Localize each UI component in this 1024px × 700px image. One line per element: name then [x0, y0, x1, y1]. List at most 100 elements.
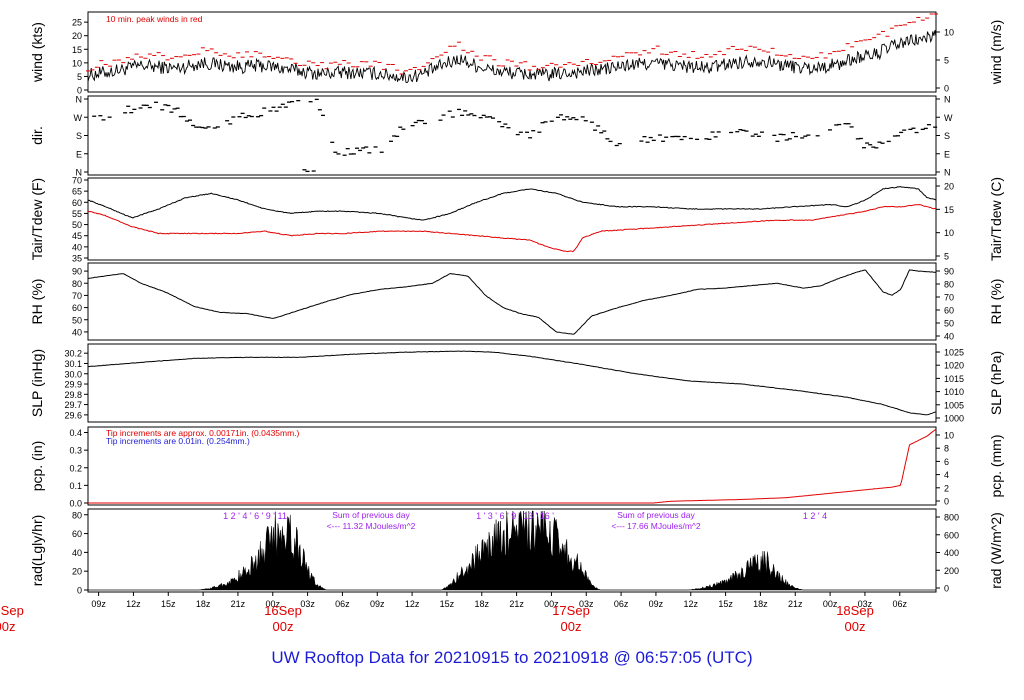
ytick-label-right: 10	[944, 431, 954, 441]
xtick-label: 00z	[544, 599, 559, 609]
ylabel-right: wind (m/s)	[988, 20, 1004, 86]
series-line	[87, 269, 937, 335]
ytick-label-right: 5	[944, 56, 949, 66]
ytick-label-left: 25	[72, 18, 82, 28]
ytick-label-right: N	[944, 168, 951, 178]
ylabel-right: Tair/Tdew (C)	[988, 177, 1004, 261]
ytick-label-left: 45	[72, 231, 82, 241]
ytick-label-right: 600	[944, 530, 959, 540]
ytick-label-right: 800	[944, 513, 959, 523]
xtick-label: 06z	[614, 599, 629, 609]
xtick-label: 06z	[335, 599, 350, 609]
ytick-label-left: 40	[72, 242, 82, 252]
ytick-label-left: 70	[72, 291, 82, 301]
series-line	[87, 350, 937, 416]
ytick-label-right: 80	[944, 280, 954, 290]
hour-marks: 1 2 ' 4 ' 6 ' 9 ' 11	[223, 511, 287, 521]
ytick-label-right: 0	[944, 584, 949, 594]
ytick-label-right: W	[944, 113, 953, 123]
ytick-label-left: 40	[72, 548, 82, 558]
ytick-label-left: 0.0	[69, 499, 82, 509]
ytick-label-left: 50	[72, 220, 82, 230]
ytick-label-left: 5	[77, 72, 82, 82]
ytick-label-left: 30.2	[64, 349, 82, 359]
series-line	[87, 204, 937, 253]
xtick-label: 15z	[161, 599, 176, 609]
ylabel-left: RH (%)	[29, 279, 45, 325]
xtick-label: 12z	[684, 599, 699, 609]
ytick-label-left: 15	[72, 45, 82, 55]
ytick-label-right: 20	[944, 182, 954, 192]
xtick-label: 18z	[196, 599, 211, 609]
ytick-label-left: 60	[72, 303, 82, 313]
xtick-label: 12z	[126, 599, 141, 609]
ytick-label-right: S	[944, 131, 950, 141]
xtick-label: 00z	[823, 599, 838, 609]
panel-frame	[87, 262, 937, 341]
ytick-label-right: 10	[944, 228, 954, 238]
ytick-label-left: 0.1	[69, 481, 82, 491]
day-time-label: 00z	[273, 619, 294, 634]
ytick-label-right: 0	[944, 84, 949, 94]
panel-frame	[87, 426, 937, 506]
ytick-label-right: 5	[944, 252, 949, 262]
day-time-label: 00z	[845, 619, 866, 634]
ytick-label-left: 35	[72, 254, 82, 264]
series-line	[87, 30, 937, 84]
ytick-label-right: 10	[944, 28, 954, 38]
ytick-label-right: N	[944, 95, 951, 105]
ytick-label-left: 80	[72, 279, 82, 289]
ylabel-left: pcp. (in)	[29, 441, 45, 492]
ytick-label-left: 10	[72, 58, 82, 68]
ytick-label-left: E	[76, 149, 82, 159]
ytick-label-right: 0	[944, 497, 949, 507]
radiation-area	[88, 510, 936, 591]
ylabel-right: RH (%)	[988, 279, 1004, 325]
day-label: 18Sep	[836, 603, 874, 618]
xtick-label: 03z	[858, 599, 873, 609]
day-time-label-edge: 00z	[0, 619, 15, 634]
xtick-label: 15z	[718, 599, 733, 609]
ytick-label-right: 1005	[944, 400, 964, 410]
annotation: 10 min. peak winds in red	[106, 14, 203, 24]
ytick-label-right: 1010	[944, 387, 964, 397]
ytick-label-left: 0	[77, 86, 82, 96]
ytick-label-right: E	[944, 149, 950, 159]
daily-sum-title: Sum of previous day	[617, 510, 695, 520]
ytick-label-left: 29.9	[64, 380, 82, 390]
ytick-label-left: 20	[72, 567, 82, 577]
ytick-label-right: 1000	[944, 414, 964, 424]
ylabel-right: rad (W/m^2)	[988, 512, 1004, 589]
ytick-label-left: 80	[72, 510, 82, 520]
hour-marks: 1 2 ' 4	[803, 511, 827, 521]
ytick-label-left: S	[76, 131, 82, 141]
ytick-label-right: 1015	[944, 374, 964, 384]
ytick-label-right: 2	[944, 483, 949, 493]
ytick-label-left: 30.0	[64, 369, 82, 379]
xtick-label: 03z	[300, 599, 315, 609]
panel-frame	[87, 508, 937, 593]
ylabel-right: pcp. (mm)	[988, 435, 1004, 498]
day-label: 17Sep	[552, 603, 590, 618]
ytick-label-left: 40	[72, 327, 82, 337]
xtick-label: 21z	[231, 599, 246, 609]
ylabel-right: SLP (hPa)	[988, 351, 1004, 415]
ytick-label-right: 8	[944, 444, 949, 454]
xtick-label: 09z	[649, 599, 664, 609]
annotation-blue: Tip increments are 0.01in. (0.254mm.)	[106, 436, 250, 446]
panel-frame	[87, 343, 937, 423]
daily-sum-value: <--- 17.66 MJoules/m^2	[611, 521, 701, 531]
xtick-label: 12z	[405, 599, 420, 609]
ytick-label-left: 0.4	[69, 428, 82, 438]
ytick-label-left: 30.1	[64, 359, 82, 369]
ytick-label-left: 50	[72, 315, 82, 325]
ytick-label-left: 0	[77, 586, 82, 596]
annotation-red: Tip increments are approx. 0.00171in. (0…	[106, 428, 300, 438]
panel-frame	[87, 11, 937, 93]
ytick-label-right: 1020	[944, 361, 964, 371]
day-time-label: 00z	[561, 619, 582, 634]
ylabel-left: SLP (inHg)	[29, 349, 45, 417]
ytick-label-left: N	[76, 95, 83, 105]
xtick-label: 00z	[266, 599, 281, 609]
day-label-edge: 15Sep	[0, 603, 24, 618]
